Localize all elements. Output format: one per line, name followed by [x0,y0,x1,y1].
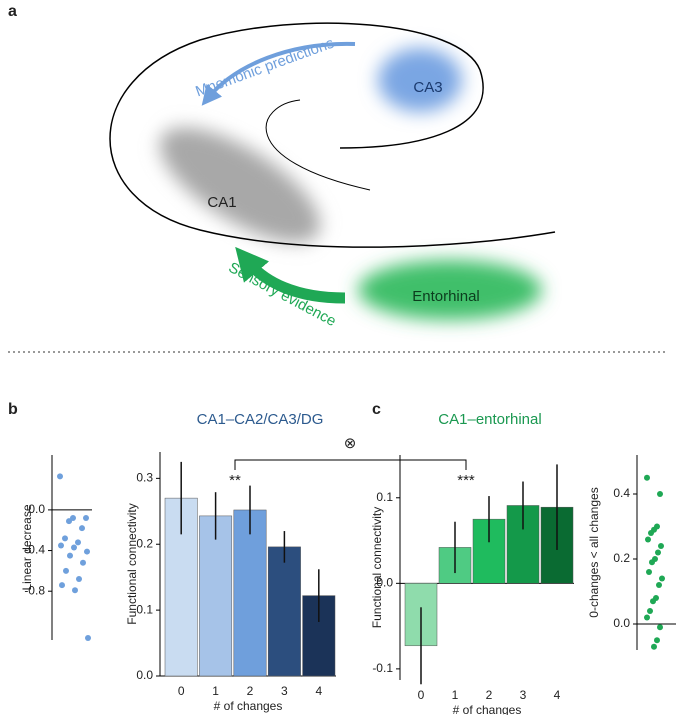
ca1-region [159,127,321,243]
point [67,552,73,559]
bar [233,509,267,677]
diagram: a Mnemonic predictions CA3 CA1 Sensory e… [8,3,556,330]
y-tick-label: 0.0 [28,502,45,516]
y-axis-label: Functional connectivity [125,503,139,624]
x-tick-label: 0 [418,688,425,702]
entorhinal-region [358,260,542,320]
point [79,525,85,532]
point [62,535,68,542]
point [59,582,65,589]
point [645,536,651,543]
y-tick-label: 0.0 [376,575,393,589]
point [84,548,90,555]
prediction-arrow [201,41,356,106]
x-tick-label: 2 [486,688,493,702]
y-tick-label: 0.2 [613,551,630,565]
y-tick-label: 0.2 [136,536,153,550]
point [83,515,89,522]
x-tick-label: 3 [520,688,527,702]
point [72,587,78,594]
ca3-region [378,48,462,112]
point [85,634,91,641]
point [655,549,661,556]
mnemonic-label: Mnemonic predictions [193,35,336,101]
x-tick-label: 3 [281,684,288,698]
point [80,559,86,566]
point [649,559,655,566]
bar [199,515,233,677]
y-axis-label: 0-changes < all changes [587,487,601,617]
panel-label: a [8,3,17,20]
y-axis-label: Linear decrease [20,504,34,590]
y-axis-label: Functional connectivity [370,507,384,628]
x-tick-label: 2 [247,684,254,698]
point [647,608,653,614]
y-tick-label: 0.3 [136,471,153,485]
point [657,624,663,631]
outer-outline [109,22,556,248]
x-axis-label: # of changes [214,699,283,713]
panel-title: CA1–CA2/CA3/DG [197,411,324,428]
point [646,569,652,575]
interaction-mark: ⊗ [344,435,357,452]
point [648,530,654,536]
y-tick-label: -0.1 [372,661,393,675]
point [654,637,660,644]
point [58,542,64,549]
point [75,539,81,546]
entorhinal-label: Entorhinal [412,288,480,305]
x-tick-label: 0 [178,684,185,698]
point [651,643,657,650]
inner-outline [265,99,371,191]
point [659,575,665,582]
point [658,543,664,549]
point [71,544,77,551]
panel-label: c [372,401,381,418]
point [644,474,650,481]
point [66,518,72,525]
x-tick-label: 4 [315,684,322,698]
ca3-label: CA3 [413,79,442,96]
point [656,582,662,588]
y-tick-label: 0.0 [613,616,630,630]
y-tick-label: 0.1 [136,602,153,616]
x-axis-label: # of changes [453,703,522,715]
x-tick-label: 1 [452,688,459,702]
ca1-label: CA1 [207,194,236,211]
point [657,491,663,497]
significance: ** [229,472,241,489]
point [644,614,650,621]
y-tick-label: 0.0 [136,668,153,682]
y-tick-label: 0.4 [613,486,630,500]
evidence-arrow [235,246,346,304]
y-tick-label: -0.8 [24,583,45,597]
comparison-bracket [234,459,467,470]
point [57,473,63,480]
y-tick-label: 0.1 [376,490,393,504]
x-tick-label: 4 [554,688,561,702]
y-tick-label: -0.4 [24,543,45,557]
x-tick-label: 1 [212,684,219,698]
point [63,567,69,574]
point [650,598,656,605]
significance: *** [457,472,475,489]
point [76,576,82,583]
panel-label: b [8,401,18,418]
panel-title: CA1–entorhinal [438,411,541,428]
bar [267,546,301,677]
